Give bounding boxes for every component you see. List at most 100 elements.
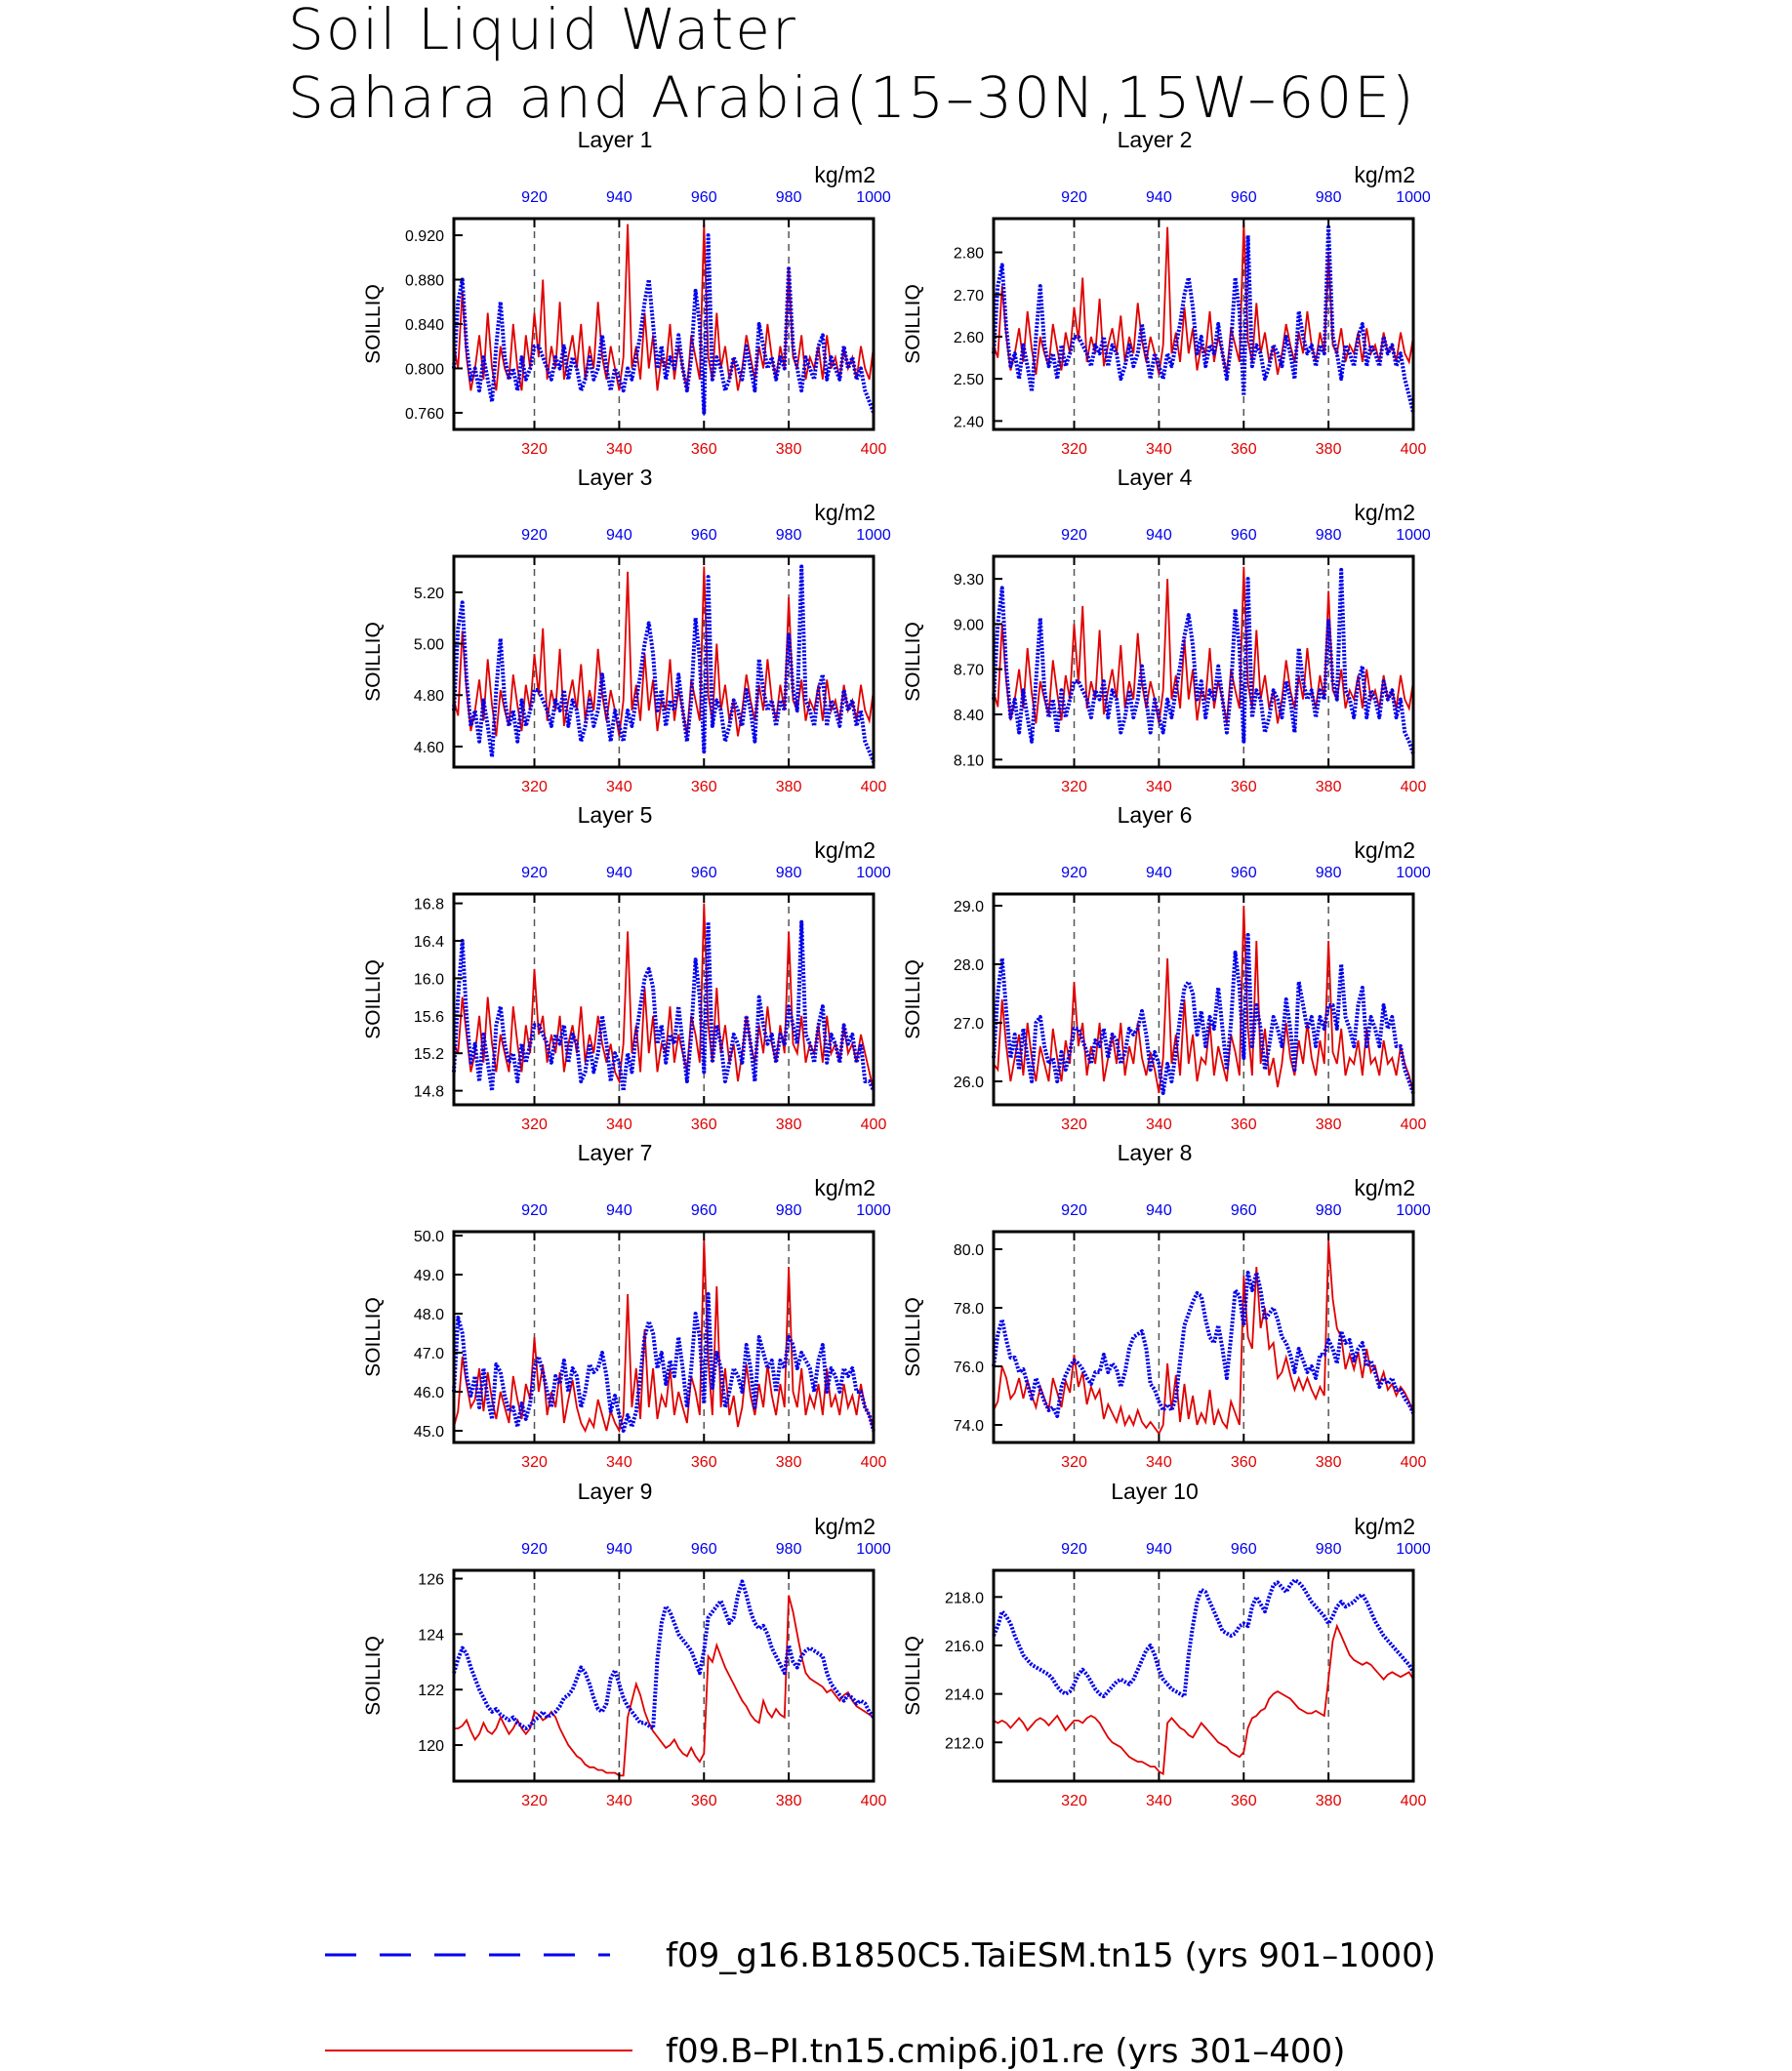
x-top-tick-label: 920 [1061, 1541, 1087, 1558]
x-bottom-tick-label: 360 [1231, 1117, 1257, 1133]
y-tick-label: 4.60 [414, 740, 444, 756]
y-tick-label: 8.40 [954, 708, 984, 724]
y-tick-label: 26.0 [954, 1075, 984, 1091]
y-tick-label: 27.0 [954, 1016, 984, 1033]
x-top-tick-label: 980 [1316, 189, 1342, 206]
chart-panel-3: Layer 3 kg/m2 SOILLIQ 4.60 4.80 5.00 5.20 320 34… [362, 465, 891, 795]
y-tick-label: 2.80 [954, 246, 984, 263]
units-label: kg/m2 [1354, 1175, 1415, 1200]
y-tick-label: 16.4 [414, 934, 444, 951]
x-bottom-tick-label: 360 [1231, 441, 1257, 458]
figure-title-line1: Soil Liquid Water [288, 0, 797, 62]
x-bottom-tick-label: 400 [861, 441, 887, 458]
y-tick-label: 5.20 [414, 586, 444, 602]
y-tick-label: 45.0 [414, 1424, 444, 1441]
x-top-tick-label: 980 [1316, 1202, 1342, 1219]
x-bottom-tick-label: 400 [1401, 779, 1427, 795]
x-bottom-tick-label: 360 [691, 1117, 717, 1133]
x-bottom-tick-label: 340 [1146, 1793, 1172, 1809]
x-bottom-tick-label: 320 [521, 441, 548, 458]
y-tick-label: 15.6 [414, 1009, 444, 1026]
x-top-tick-label: 980 [776, 189, 802, 206]
x-top-tick-label: 980 [776, 527, 802, 544]
x-bottom-tick-label: 380 [1316, 441, 1342, 458]
x-top-tick-label: 920 [521, 865, 548, 881]
x-top-tick-label: 960 [691, 527, 717, 544]
y-tick-label: 2.40 [954, 414, 984, 430]
y-tick-label: 214.0 [945, 1687, 984, 1704]
x-bottom-tick-label: 380 [1316, 1793, 1342, 1809]
plot-frame [992, 1230, 1415, 1444]
x-bottom-tick-label: 360 [1231, 1793, 1257, 1809]
x-bottom-tick-label: 360 [691, 1454, 717, 1471]
x-top-tick-label: 960 [1231, 527, 1257, 544]
x-top-tick-label: 920 [1061, 865, 1087, 881]
y-tick-label: 78.0 [954, 1301, 984, 1318]
x-top-tick-label: 1000 [1396, 189, 1431, 206]
x-top-tick-label: 960 [1231, 1541, 1257, 1558]
x-top-tick-label: 940 [1146, 1541, 1172, 1558]
panel-title: Layer 7 [578, 1140, 653, 1165]
x-bottom-tick-label: 400 [861, 1454, 887, 1471]
plot-frame [992, 217, 1415, 431]
y-tick-label: 2.60 [954, 330, 984, 346]
x-top-tick-label: 920 [1061, 1202, 1087, 1219]
plot-frame [452, 1230, 876, 1444]
x-bottom-tick-label: 340 [1146, 779, 1172, 795]
chart-panel-4: Layer 4 kg/m2 SOILLIQ 8.10 8.40 8.70 9.00 9.30 3… [902, 465, 1431, 795]
y-tick-label: 48.0 [414, 1307, 444, 1323]
panel-title: Layer 4 [1118, 465, 1193, 490]
panel-title: Layer 10 [1111, 1479, 1199, 1504]
x-top-tick-label: 960 [691, 189, 717, 206]
x-top-tick-label: 980 [776, 1202, 802, 1219]
x-top-tick-label: 940 [1146, 865, 1172, 881]
y-axis-label: SOILLIQ [902, 1636, 924, 1716]
x-bottom-tick-label: 380 [1316, 779, 1342, 795]
chart-panel-5: Layer 5 kg/m2 SOILLIQ 14.8 15.2 15.6 16.0 16.4 1… [362, 802, 891, 1133]
y-axis-label: SOILLIQ [362, 622, 385, 702]
y-axis-label: SOILLIQ [902, 959, 924, 1039]
y-tick-label: 0.880 [405, 273, 444, 290]
x-top-tick-label: 960 [691, 1202, 717, 1219]
chart-panel-6: Layer 6 kg/m2 SOILLIQ 26.0 27.0 28.0 29.0 320 34… [902, 802, 1431, 1133]
x-bottom-tick-label: 400 [1401, 1793, 1427, 1809]
x-top-tick-label: 960 [691, 1541, 717, 1558]
x-top-tick-label: 1000 [1396, 1202, 1431, 1219]
plot-frame [992, 892, 1415, 1107]
units-label: kg/m2 [814, 162, 876, 187]
units-label: kg/m2 [1354, 162, 1415, 187]
x-top-tick-label: 920 [521, 527, 548, 544]
y-tick-label: 16.0 [414, 971, 444, 988]
legend-label-red: f09.B–PI.tn15.cmip6.j01.re (yrs 301–400) [666, 2032, 1345, 2071]
y-tick-label: 16.8 [414, 897, 444, 914]
series-line-red [453, 1239, 875, 1434]
units-label: kg/m2 [1354, 837, 1415, 863]
y-axis-label: SOILLIQ [362, 284, 385, 364]
x-top-tick-label: 920 [1061, 189, 1087, 206]
y-tick-label: 0.760 [405, 406, 444, 423]
y-tick-label: 124 [418, 1627, 444, 1644]
x-bottom-tick-label: 380 [776, 441, 802, 458]
y-tick-label: 76.0 [954, 1360, 984, 1376]
plot-frame [452, 892, 876, 1107]
x-top-tick-label: 920 [521, 1202, 548, 1219]
chart-panel-8: Layer 8 kg/m2 SOILLIQ 74.0 76.0 78.0 80.0 320 34… [902, 1140, 1431, 1471]
x-top-tick-label: 920 [521, 189, 548, 206]
y-tick-label: 50.0 [414, 1229, 444, 1245]
x-bottom-tick-label: 340 [606, 1117, 632, 1133]
x-bottom-tick-label: 380 [776, 1793, 802, 1809]
x-top-tick-label: 960 [691, 865, 717, 881]
x-top-tick-label: 980 [776, 1541, 802, 1558]
chart-panel-7: Layer 7 kg/m2 SOILLIQ 45.0 46.0 47.0 48.0 49.0 5… [362, 1140, 891, 1471]
x-bottom-tick-label: 400 [861, 1793, 887, 1809]
x-top-tick-label: 1000 [856, 865, 891, 881]
panel-title: Layer 8 [1118, 1140, 1193, 1165]
x-bottom-tick-label: 360 [1231, 1454, 1257, 1471]
y-tick-label: 29.0 [954, 899, 984, 915]
x-bottom-tick-label: 400 [861, 1117, 887, 1133]
y-tick-label: 9.30 [954, 572, 984, 589]
series-line-blue [992, 567, 1415, 754]
y-tick-label: 0.800 [405, 361, 444, 378]
panel-title: Layer 6 [1118, 802, 1193, 828]
panel-title: Layer 3 [578, 465, 653, 490]
